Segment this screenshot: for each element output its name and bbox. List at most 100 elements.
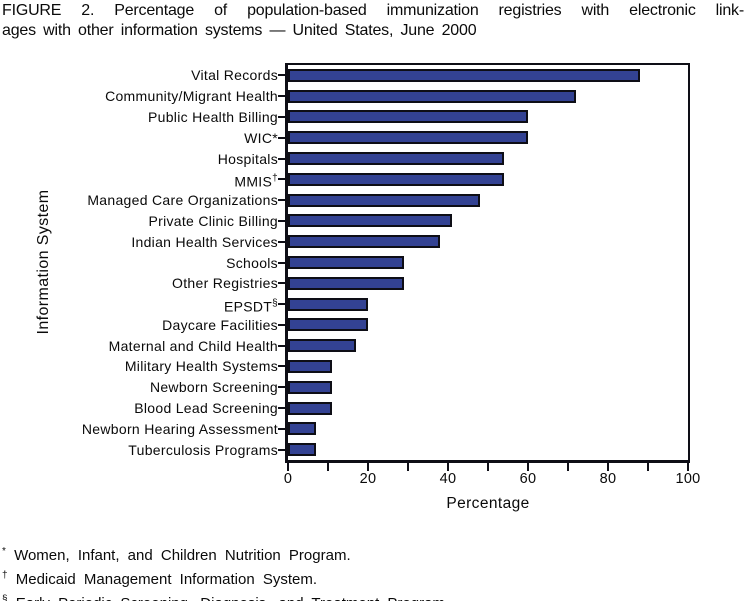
category-label: Community/Migrant Health — [40, 86, 278, 106]
category-label: Tuberculosis Programs — [40, 440, 278, 460]
x-axis-tick-label: 80 — [599, 471, 617, 487]
category-label-text: Tuberculosis Programs — [128, 441, 278, 458]
category-label-text: Newborn Screening — [149, 379, 278, 396]
x-axis-tick — [607, 463, 609, 471]
bar — [288, 276, 404, 290]
x-axis-tick — [447, 463, 449, 471]
footnote-text: Medicaid Management Information System. — [7, 571, 318, 588]
category-label: Private Clinic Billing — [40, 211, 278, 231]
x-axis-tick — [367, 463, 369, 471]
y-axis-tick — [278, 261, 285, 264]
y-axis-tick — [278, 136, 285, 139]
footnote-line: * Women, Infant, and Children Nutrition … — [2, 542, 722, 566]
category-label-text: Schools — [226, 254, 278, 271]
category-label-text: Public Health Billing — [147, 108, 278, 125]
y-axis-tick — [278, 240, 285, 243]
bar — [288, 359, 332, 373]
category-label: Hospitals — [40, 149, 278, 169]
category-label-text: Community/Migrant Health — [105, 88, 278, 105]
category-label: Blood Lead Screening — [40, 398, 278, 418]
category-label-text: Blood Lead Screening — [134, 400, 278, 417]
y-axis-tick — [278, 448, 285, 451]
bar — [288, 152, 504, 166]
y-axis-tick — [278, 178, 285, 181]
category-label: Daycare Facilities — [40, 315, 278, 335]
y-axis-tick — [278, 95, 285, 98]
bar — [288, 193, 480, 207]
x-axis-tick — [407, 463, 409, 471]
category-label-text: Other Registries — [172, 275, 278, 292]
category-label-superscript: § — [272, 298, 278, 310]
figure-title-line-2: ages with other information systems — Un… — [2, 22, 477, 39]
category-label: Schools — [40, 253, 278, 273]
bar — [288, 297, 368, 311]
category-label: Newborn Hearing Assessment — [40, 419, 278, 439]
x-axis-title: Percentage — [446, 495, 530, 512]
x-axis-tick — [527, 463, 529, 471]
y-axis-tick — [278, 115, 285, 118]
footnote-text: Early Periodic Screening, Diagnosis, and… — [8, 595, 449, 601]
y-axis-tick — [278, 407, 285, 410]
y-axis-tick — [278, 386, 285, 389]
bar — [288, 443, 316, 457]
y-axis-tick — [278, 344, 285, 347]
category-label-text: Managed Care Organizations — [87, 192, 278, 209]
bar — [288, 422, 316, 436]
category-label-text: Indian Health Services — [131, 233, 278, 250]
category-label-text: Vital Records — [191, 67, 278, 84]
x-axis-tick-label: 40 — [439, 471, 457, 487]
x-axis-tick-label: 60 — [519, 471, 537, 487]
x-axis-tick-label: 0 — [283, 471, 293, 487]
category-label-text: MMIS — [234, 173, 273, 190]
y-axis-tick — [278, 365, 285, 368]
category-label-text: Daycare Facilities — [162, 316, 278, 333]
footnote-symbol: † — [2, 570, 8, 581]
y-axis-tick — [278, 427, 285, 430]
bar — [288, 172, 504, 186]
category-label: MMIS† — [40, 169, 278, 192]
bar — [288, 256, 404, 269]
y-axis-tick — [278, 219, 285, 222]
category-label-superscript: † — [272, 173, 278, 185]
x-axis-tick — [487, 463, 489, 471]
category-label-text: Military Health Systems — [124, 358, 278, 375]
footnotes: * Women, Infant, and Children Nutrition … — [2, 542, 722, 601]
category-label-text: Hospitals — [217, 150, 278, 167]
bar — [288, 89, 576, 103]
category-label: Managed Care Organizations — [40, 190, 278, 210]
category-label: Vital Records — [40, 65, 278, 85]
y-axis-tick — [278, 157, 285, 160]
category-label-text: WIC* — [244, 129, 278, 146]
y-axis-tick — [278, 323, 285, 326]
bar — [288, 110, 528, 124]
figure-title: FIGURE 2. Percentage of population-based… — [2, 1, 744, 41]
x-axis-tick-label: 100 — [675, 471, 701, 487]
bar — [288, 339, 356, 353]
category-label: EPSDT§ — [40, 294, 278, 317]
category-label: Other Registries — [40, 273, 278, 293]
category-label: WIC* — [40, 128, 278, 148]
x-axis-tick — [647, 463, 649, 471]
bar — [288, 380, 332, 394]
bar — [288, 401, 332, 415]
category-label-text: Private Clinic Billing — [148, 212, 278, 229]
footnote-symbol: § — [2, 594, 8, 601]
bar — [288, 68, 640, 82]
x-axis-tick — [687, 463, 689, 471]
category-label: Public Health Billing — [40, 107, 278, 127]
figure-title-line-1: FIGURE 2. Percentage of population-based… — [2, 2, 744, 19]
y-axis-tick — [278, 282, 285, 285]
category-label: Newborn Screening — [40, 377, 278, 397]
x-axis-tick — [327, 463, 329, 471]
category-label: Indian Health Services — [40, 232, 278, 252]
x-axis-tick — [567, 463, 569, 471]
category-label-text: EPSDT — [223, 298, 273, 315]
bar — [288, 235, 440, 249]
footnote-line: § Early Periodic Screening, Diagnosis, a… — [2, 590, 722, 601]
category-label-text: Newborn Hearing Assessment — [81, 420, 278, 437]
bar — [288, 214, 452, 228]
category-label: Military Health Systems — [40, 356, 278, 376]
y-axis-tick — [278, 74, 285, 77]
y-axis-tick — [278, 199, 285, 202]
